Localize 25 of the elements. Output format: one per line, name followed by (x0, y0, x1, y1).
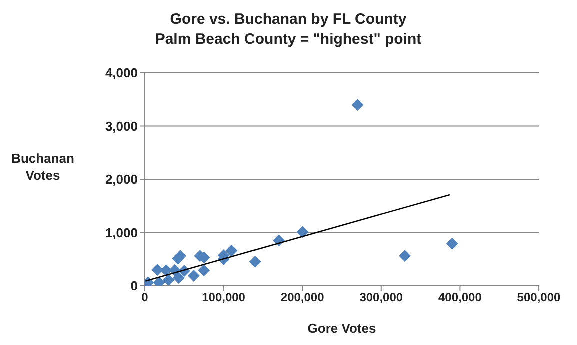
x-tick-label: 100,000 (202, 290, 246, 305)
y-tick-label: 2,000 (105, 172, 138, 188)
x-axis-title: Gore Votes (308, 321, 376, 336)
x-tick-label: 300,000 (360, 290, 404, 305)
point (152, 264, 164, 276)
point (172, 272, 185, 284)
x-tick-label: 500,000 (517, 290, 562, 305)
x-tick-label: 400,000 (438, 290, 482, 305)
x-tick-label: 0 (142, 290, 149, 305)
point (162, 274, 175, 286)
y-tick-label: 0 (130, 278, 138, 294)
point (446, 238, 458, 250)
y-tick-label: 4,000 (105, 66, 138, 81)
point (198, 264, 210, 277)
point (249, 256, 262, 268)
point (226, 244, 238, 257)
x-tick-label: 200,000 (280, 290, 325, 305)
point (188, 270, 200, 282)
point (296, 226, 309, 238)
y-tick-label: 3,000 (105, 118, 138, 134)
y-axis-title: Buchanan Votes (10, 150, 76, 184)
y-tick-label: 1,000 (105, 225, 138, 240)
point (399, 250, 412, 262)
point (352, 98, 364, 111)
chart-title: Gore vs. Buchanan by FL County Palm Beach County = "highest" point (154, 10, 423, 50)
